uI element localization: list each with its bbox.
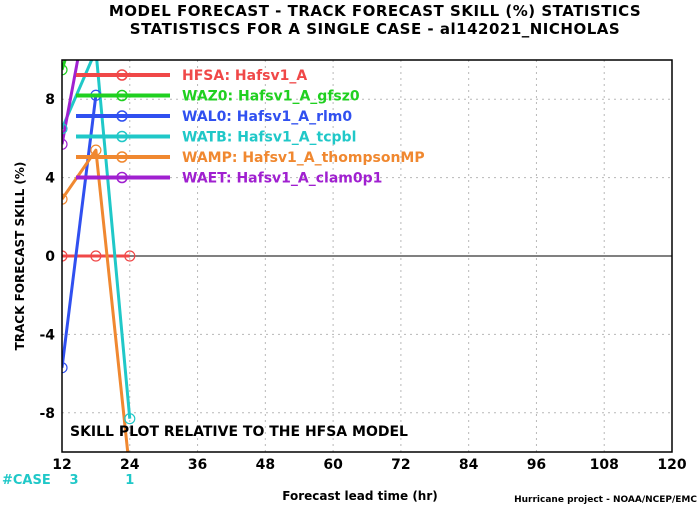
x-tick-labels: 12 24 36 48 60 72 84 96 108 120 <box>52 457 687 473</box>
data-point <box>124 413 136 425</box>
y-tick-label: 0 <box>45 249 55 265</box>
series-line-2 <box>62 95 98 368</box>
y-tick-label: 4 <box>45 171 55 187</box>
credit-text: Hurricane project - NOAA/NCEP/EMC <box>514 495 697 505</box>
legend-marker <box>116 89 128 102</box>
data-point <box>62 250 68 262</box>
legend-marker <box>116 171 128 184</box>
y-tick-labels: -8 -4 0 4 8 <box>39 92 55 422</box>
y-axis-label: TRACK FORECAST SKILL (%) <box>13 162 27 351</box>
plot-frame <box>61 59 673 453</box>
legend-marker <box>116 130 128 143</box>
data-point <box>62 64 68 76</box>
marker-group <box>62 45 136 425</box>
x-tick-label: 24 <box>120 457 140 473</box>
x-axis-label: Forecast lead time (hr) <box>282 489 438 503</box>
case-label: #CASE <box>2 473 51 488</box>
legend: HFSA: Hafsv1_A WAZ0: Hafsv1_A_gfsz0 WAL0: … <box>76 68 425 187</box>
x-tick-label: 120 <box>657 457 686 473</box>
legend-label: WAMP: Hafsv1_A_thompsonMP <box>182 150 425 166</box>
case-count: 1 <box>125 473 134 488</box>
legend-label: HFSA: Hafsv1_A <box>182 68 307 84</box>
data-point <box>90 250 102 262</box>
legend-marker <box>116 151 128 163</box>
case-count: 3 <box>69 473 78 488</box>
series-line-3 <box>62 60 132 419</box>
x-tick-label: 96 <box>527 457 546 473</box>
chart-subtitle: STATISTISCS FOR A SINGLE CASE - al142021… <box>130 20 620 38</box>
x-tick-label: 108 <box>590 457 619 473</box>
chart-title: MODEL FORECAST - TRACK FORECAST SKILL (%… <box>109 2 641 20</box>
data-point <box>62 362 68 374</box>
data-point <box>62 123 68 135</box>
legend-label: WAZ0: Hafsv1_A_gfsz0 <box>182 89 360 105</box>
x-tick-label: 36 <box>188 457 207 473</box>
legend-label: WAET: Hafsv1_A_clam0p1 <box>182 171 382 187</box>
data-point <box>91 45 101 55</box>
legend-marker <box>116 69 128 81</box>
series-line-4 <box>62 148 130 452</box>
x-tick-label: 12 <box>52 457 71 473</box>
series-line-5 <box>62 60 80 145</box>
x-tick-label: 84 <box>459 457 479 473</box>
data-point <box>62 193 68 205</box>
legend-marker <box>116 110 128 122</box>
data-point <box>124 250 136 262</box>
x-tick-label: 72 <box>391 457 410 473</box>
x-tick-label: 48 <box>256 457 275 473</box>
y-tick-label: -4 <box>39 327 55 343</box>
y-tick-label: -8 <box>39 406 55 422</box>
legend-label: WAL0: Hafsv1_A_rlm0 <box>182 109 352 125</box>
data-point <box>62 138 68 150</box>
y-tick-label: 8 <box>45 92 55 108</box>
legend-label: WATB: Hafsv1_A_tcpbl <box>182 130 356 146</box>
series-group <box>62 60 132 452</box>
skill-note: SKILL PLOT RELATIVE TO THE HFSA MODEL <box>70 424 408 440</box>
x-tick-label: 60 <box>323 457 343 473</box>
